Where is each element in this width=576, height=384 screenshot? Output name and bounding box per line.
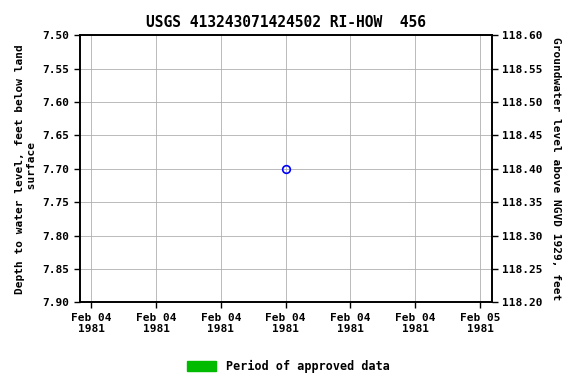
Legend: Period of approved data: Period of approved data (182, 356, 394, 378)
Y-axis label: Groundwater level above NGVD 1929, feet: Groundwater level above NGVD 1929, feet (551, 37, 561, 301)
Title: USGS 413243071424502 RI-HOW  456: USGS 413243071424502 RI-HOW 456 (146, 15, 426, 30)
Y-axis label: Depth to water level, feet below land
 surface: Depth to water level, feet below land su… (15, 44, 37, 294)
